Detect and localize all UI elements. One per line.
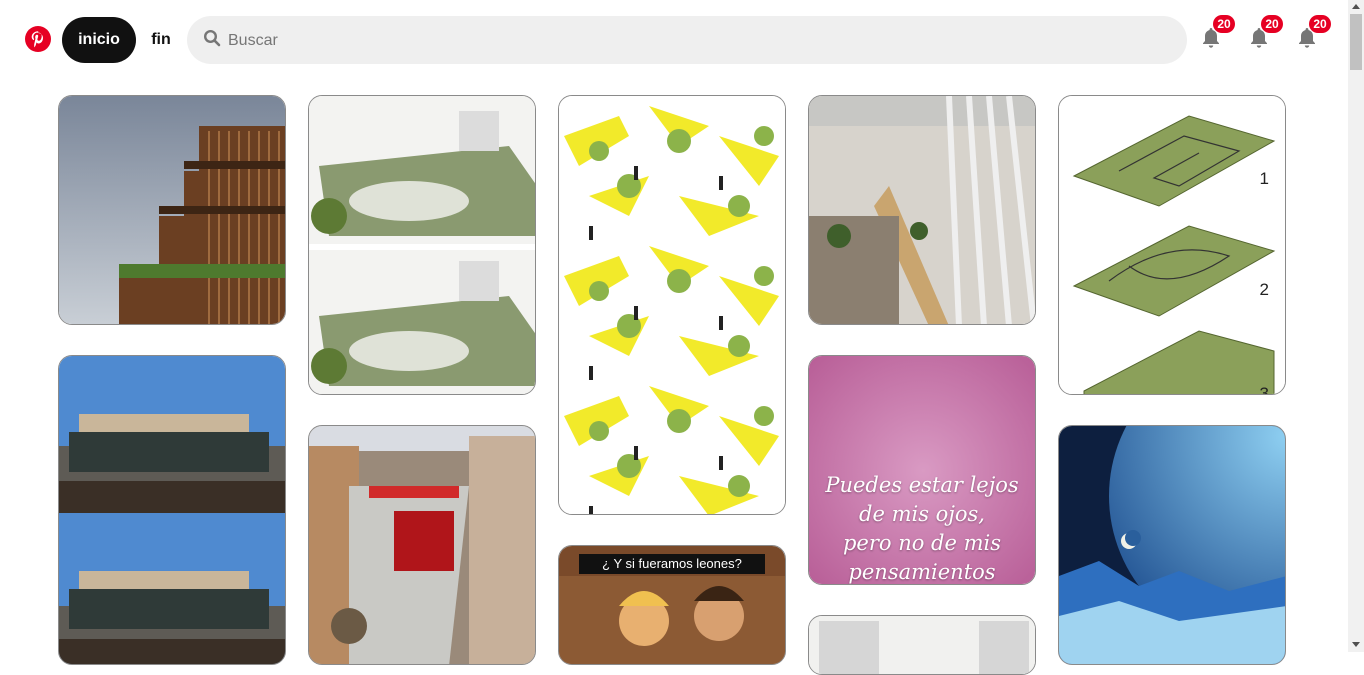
pin-lions-meme[interactable]: ¿ Y si fueramos leones? (558, 545, 786, 665)
bell-icon (1295, 28, 1319, 54)
nav-end-button[interactable]: fin (144, 17, 178, 63)
notifications-bell-button-1[interactable]: 20 (1199, 15, 1235, 50)
quote-line-3: pero no de mis (842, 531, 1002, 555)
nav-home-label: inicio (78, 31, 120, 48)
pin-urban-plaza-photo[interactable] (308, 425, 536, 665)
quote-line-2: de mis ojos, (859, 502, 985, 526)
nav-home-button[interactable]: inicio (62, 17, 136, 63)
pinterest-logo-icon[interactable] (25, 26, 51, 52)
notification-count-badge: 20 (1261, 15, 1283, 33)
pin-image (309, 96, 535, 394)
pin-image (1059, 96, 1285, 394)
search-icon (203, 29, 221, 52)
notification-count-badge: 20 (1213, 15, 1235, 33)
pin-image (59, 356, 285, 664)
notifications-bell-button-2[interactable]: 20 (1247, 15, 1283, 50)
pin-image (809, 356, 1035, 584)
pin-quote-card[interactable]: Puedes estar lejos de mis ojos, pero no … (808, 355, 1036, 585)
pin-image (809, 616, 1035, 674)
page-scrollbar[interactable] (1348, 0, 1364, 652)
diagram-label-3: 3 (1259, 384, 1269, 395)
pin-building-wood-facade[interactable] (58, 95, 286, 325)
pin-green-roof-rendering[interactable] (308, 95, 536, 395)
nav-end-label: fin (151, 31, 171, 48)
pin-image (59, 96, 285, 324)
bell-icon (1247, 28, 1271, 54)
pin-atrium-interior[interactable] (808, 95, 1036, 325)
bell-icon (1199, 28, 1223, 54)
pin-image (1059, 426, 1285, 664)
quote-line-4: pensamientos (848, 560, 996, 584)
pin-glass-building[interactable] (58, 355, 286, 665)
pin-image (559, 96, 785, 514)
top-navigation-bar: inicio fin 20 20 20 (0, 0, 1348, 80)
pin-layered-diagram[interactable]: 1 2 3 (1058, 95, 1286, 395)
pin-image (809, 96, 1035, 324)
meme-caption: ¿ Y si fueramos leones? (579, 554, 765, 574)
diagram-label-1: 1 (1259, 169, 1269, 188)
quote-line-1: Puedes estar lejos (825, 473, 1019, 497)
scrollbar-thumb[interactable] (1350, 14, 1362, 70)
notification-count-badge: 20 (1309, 15, 1331, 33)
pin-building-partial[interactable] (808, 615, 1036, 675)
pin-space-planet-art[interactable] (1058, 425, 1286, 665)
scroll-up-arrow-icon[interactable] (1352, 4, 1360, 9)
pin-image (309, 426, 535, 664)
search-input[interactable] (226, 16, 1170, 66)
notifications-bell-button-3[interactable]: 20 (1295, 15, 1331, 50)
diagram-label-2: 2 (1259, 280, 1269, 299)
pin-landscape-pattern-diagram[interactable] (558, 95, 786, 515)
search-bar[interactable] (187, 16, 1187, 66)
scroll-down-arrow-icon[interactable] (1352, 642, 1360, 647)
